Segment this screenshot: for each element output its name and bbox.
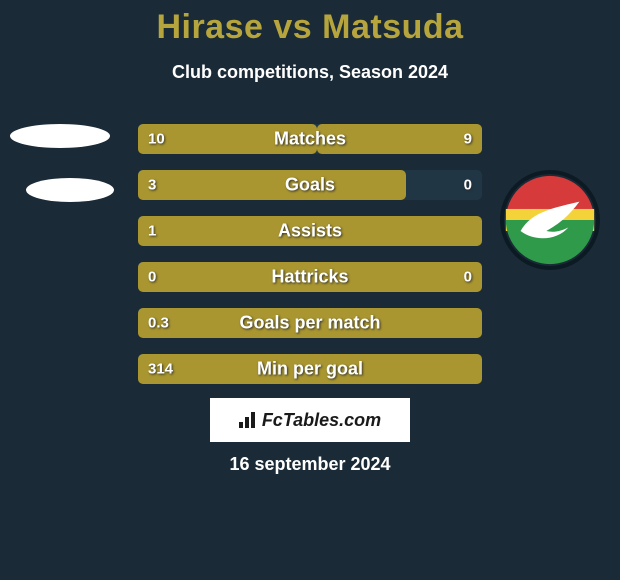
player-left-name: Hirase [156, 8, 263, 46]
player-right-name: Matsuda [322, 8, 463, 46]
team-badge-svg [504, 174, 596, 266]
stat-value-right: 9 [464, 131, 472, 148]
footer-brand-box: FcTables.com [210, 398, 410, 442]
stat-value-left: 0.3 [148, 315, 169, 332]
stat-row: Hattricks0 0 [138, 262, 482, 292]
stat-value-left: 3 [148, 177, 156, 194]
stat-row: Matches10 9 [138, 124, 482, 154]
stat-label: Assists [138, 221, 482, 242]
stat-row: Assists1 [138, 216, 482, 246]
stat-label: Hattricks [138, 267, 482, 288]
stat-value-right: 0 [464, 177, 472, 194]
stat-value-right: 0 [464, 269, 472, 286]
stat-label: Goals [138, 175, 482, 196]
stat-value-left: 10 [148, 131, 165, 148]
page-title: Hirase vs Matsuda [0, 8, 620, 47]
subtitle: Club competitions, Season 2024 [0, 62, 620, 83]
comparison-canvas: Hirase vs Matsuda Club competitions, Sea… [0, 0, 620, 580]
brand-logo: FcTables.com [239, 410, 381, 431]
stat-value-left: 0 [148, 269, 156, 286]
brand-text: FcTables.com [262, 410, 381, 431]
date-line: 16 september 2024 [0, 454, 620, 475]
stat-row: Goals3 0 [138, 170, 482, 200]
avatar-left-placeholder-2 [26, 178, 114, 202]
stat-label: Matches [138, 129, 482, 150]
bars-icon [239, 412, 259, 428]
stat-value-left: 314 [148, 361, 173, 378]
title-vs: vs [273, 8, 312, 46]
avatar-left-placeholder-1 [10, 124, 110, 148]
stat-value-left: 1 [148, 223, 156, 240]
stat-row: Min per goal314 [138, 354, 482, 384]
stat-row: Goals per match0.3 [138, 308, 482, 338]
stat-label: Goals per match [138, 313, 482, 334]
team-badge-right [500, 170, 600, 270]
stat-label: Min per goal [138, 359, 482, 380]
